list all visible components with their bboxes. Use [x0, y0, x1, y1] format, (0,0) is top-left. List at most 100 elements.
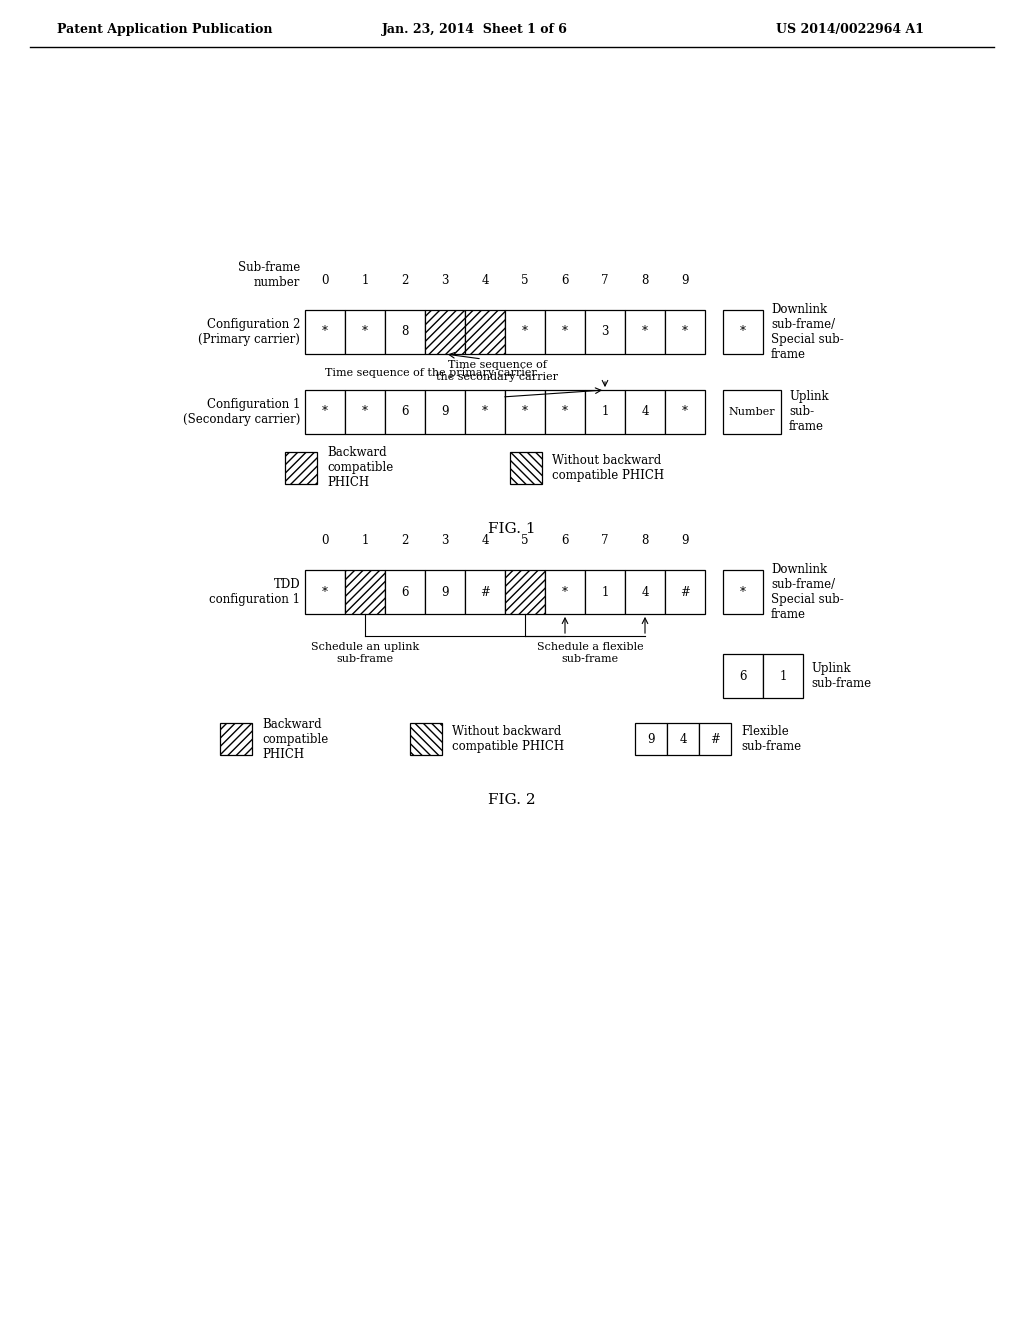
Text: 8: 8 [641, 273, 648, 286]
Bar [625, 310, 665, 354]
Bar [665, 310, 705, 354]
Bar [723, 653, 763, 698]
Text: 1: 1 [361, 273, 369, 286]
Bar [410, 723, 442, 755]
Text: 9: 9 [681, 273, 689, 286]
Text: *: * [562, 405, 568, 418]
Text: 4: 4 [481, 273, 488, 286]
Text: Time sequence of the primary carrier: Time sequence of the primary carrier [325, 368, 537, 378]
Bar [505, 570, 545, 614]
Text: FIG. 2: FIG. 2 [488, 793, 536, 807]
Text: *: * [682, 405, 688, 418]
Text: Configuration 2
(Primary carrier): Configuration 2 (Primary carrier) [198, 318, 300, 346]
Bar [585, 389, 625, 434]
Bar [425, 310, 465, 354]
Bar [220, 723, 252, 755]
Text: Patent Application Publication: Patent Application Publication [57, 24, 272, 37]
Text: *: * [362, 326, 368, 338]
Text: 3: 3 [441, 533, 449, 546]
Text: 0: 0 [322, 533, 329, 546]
Bar [665, 389, 705, 434]
Text: Flexible
sub-frame: Flexible sub-frame [741, 725, 801, 752]
Text: 2: 2 [401, 533, 409, 546]
Text: 1: 1 [601, 586, 608, 598]
Bar [667, 723, 699, 755]
Text: #: # [480, 586, 489, 598]
Text: *: * [642, 326, 648, 338]
Bar [465, 570, 505, 614]
Bar [385, 310, 425, 354]
Bar [585, 310, 625, 354]
Text: Downlink
sub-frame/
Special sub-
frame: Downlink sub-frame/ Special sub- frame [771, 564, 844, 620]
Bar [345, 570, 385, 614]
Text: 6: 6 [401, 586, 409, 598]
Text: Number: Number [729, 407, 775, 417]
Bar [465, 389, 505, 434]
Text: 6: 6 [401, 405, 409, 418]
Text: TDD
configuration 1: TDD configuration 1 [209, 578, 300, 606]
Bar [763, 653, 803, 698]
Text: Downlink
sub-frame/
Special sub-
frame: Downlink sub-frame/ Special sub- frame [771, 304, 844, 360]
Text: *: * [322, 326, 328, 338]
Text: *: * [522, 326, 528, 338]
Bar [723, 570, 763, 614]
Bar [545, 310, 585, 354]
Text: *: * [682, 326, 688, 338]
Bar [345, 310, 385, 354]
Bar [305, 310, 345, 354]
Text: 6: 6 [561, 273, 568, 286]
Bar [425, 570, 465, 614]
Text: Configuration 1
(Secondary carrier): Configuration 1 (Secondary carrier) [182, 399, 300, 426]
Text: US 2014/0022964 A1: US 2014/0022964 A1 [776, 24, 924, 37]
Text: 1: 1 [601, 405, 608, 418]
Text: *: * [562, 326, 568, 338]
Text: Uplink
sub-frame: Uplink sub-frame [811, 663, 871, 690]
Bar [465, 310, 505, 354]
Bar [385, 389, 425, 434]
Bar [723, 310, 763, 354]
Text: 1: 1 [779, 669, 786, 682]
Text: 4: 4 [641, 405, 649, 418]
Text: 8: 8 [401, 326, 409, 338]
Text: 0: 0 [322, 273, 329, 286]
Text: #: # [680, 586, 690, 598]
Bar [545, 389, 585, 434]
Text: 8: 8 [641, 533, 648, 546]
Bar [635, 723, 667, 755]
Bar [385, 570, 425, 614]
Text: 3: 3 [601, 326, 608, 338]
Bar [425, 310, 465, 354]
Bar [345, 389, 385, 434]
Text: Without backward
compatible PHICH: Without backward compatible PHICH [552, 454, 665, 482]
Text: 4: 4 [481, 533, 488, 546]
Bar [505, 389, 545, 434]
Bar [305, 570, 345, 614]
Bar [305, 389, 345, 434]
Text: FIG. 1: FIG. 1 [488, 521, 536, 536]
Bar [723, 389, 781, 434]
Text: *: * [362, 405, 368, 418]
Text: *: * [740, 326, 746, 338]
Text: 3: 3 [441, 273, 449, 286]
Bar [425, 389, 465, 434]
Text: 9: 9 [647, 733, 654, 746]
Text: 9: 9 [681, 533, 689, 546]
Text: 9: 9 [441, 586, 449, 598]
Text: Without backward
compatible PHICH: Without backward compatible PHICH [452, 725, 564, 752]
Bar [625, 570, 665, 614]
Text: 4: 4 [679, 733, 687, 746]
Text: #: # [710, 733, 720, 746]
Text: 6: 6 [561, 533, 568, 546]
Bar [510, 451, 542, 484]
Text: *: * [740, 586, 746, 598]
Text: 1: 1 [361, 533, 369, 546]
Text: *: * [562, 586, 568, 598]
Bar [665, 570, 705, 614]
Text: 5: 5 [521, 273, 528, 286]
Bar [345, 570, 385, 614]
Text: Backward
compatible
PHICH: Backward compatible PHICH [327, 446, 393, 490]
Bar [505, 570, 545, 614]
Text: Uplink
sub-
frame: Uplink sub- frame [790, 391, 828, 433]
Bar [505, 310, 545, 354]
Text: *: * [322, 586, 328, 598]
